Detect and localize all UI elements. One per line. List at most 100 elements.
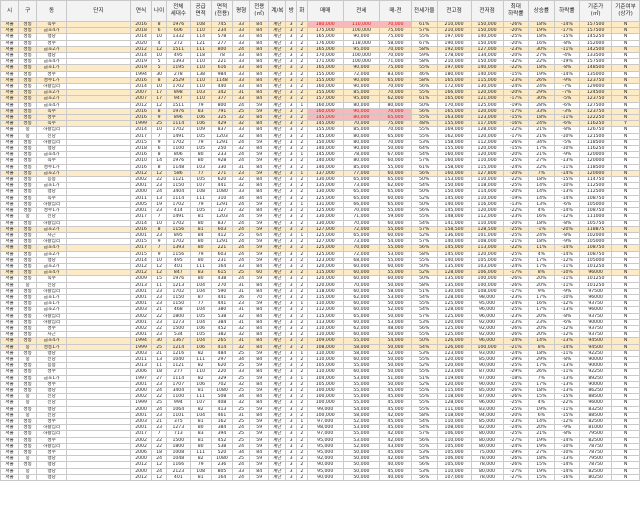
table-cell[interactable]: 45,000 bbox=[379, 448, 412, 457]
table-cell[interactable]: 90,000 bbox=[342, 33, 381, 41]
table-cell[interactable]: 계단 bbox=[268, 455, 287, 463]
table-cell[interactable]: 60 bbox=[249, 269, 270, 277]
table-cell[interactable]: 84 bbox=[249, 83, 270, 91]
table-cell[interactable]: 계단 bbox=[268, 405, 287, 413]
table-cell[interactable]: 108,000 bbox=[470, 238, 504, 246]
table-cell[interactable]: N bbox=[611, 58, 640, 66]
table-cell[interactable]: 84 bbox=[249, 281, 270, 289]
table-cell[interactable]: N bbox=[611, 238, 640, 246]
table-row[interactable]: 서울 성동 하왕십리 2014 10 1702 80 837 24 59 계단 3 2 130,000 70… bbox=[0, 219, 640, 227]
table-cell[interactable]: N bbox=[611, 225, 640, 233]
table-cell[interactable]: 125,000 bbox=[436, 324, 472, 333]
table-cell[interactable]: 59 bbox=[249, 430, 270, 438]
table-cell[interactable]: 계단 bbox=[268, 337, 287, 345]
table-cell[interactable]: 84 bbox=[249, 324, 270, 333]
table-cell[interactable]: 2016 bbox=[129, 20, 153, 29]
table-cell[interactable]: -24% bbox=[502, 442, 530, 451]
table-cell[interactable]: 59 bbox=[249, 157, 270, 165]
table-cell[interactable]: 계단 bbox=[268, 343, 287, 351]
table-cell[interactable]: 18% bbox=[528, 114, 555, 122]
table-cell[interactable]: 94500 bbox=[579, 337, 613, 345]
table-cell[interactable]: N bbox=[611, 281, 640, 289]
table-cell[interactable]: 155,000 bbox=[436, 145, 472, 153]
table-cell[interactable]: 18% bbox=[528, 349, 555, 357]
table-cell[interactable]: 성동 bbox=[18, 107, 38, 116]
table-cell[interactable]: 성동 bbox=[18, 70, 38, 78]
table-row[interactable]: 서울 성동 성수 2001 23 1707 106 702 32 84 계단 3 2 105,000 55,… bbox=[0, 380, 640, 389]
table-cell[interactable]: 135000 bbox=[579, 70, 613, 78]
column-header[interactable]: 매-전 bbox=[379, 0, 412, 22]
table-cell[interactable]: 95,000 bbox=[342, 45, 381, 54]
table-cell[interactable]: 24% bbox=[528, 83, 555, 91]
table-cell[interactable]: 6% bbox=[528, 411, 555, 420]
table-cell[interactable]: 55,000 bbox=[342, 386, 381, 395]
table-cell[interactable]: 1500 bbox=[166, 324, 191, 333]
table-cell[interactable]: 4% bbox=[528, 399, 555, 407]
table-cell[interactable]: 성동 bbox=[18, 231, 38, 240]
table-cell[interactable]: 1999 bbox=[129, 343, 153, 351]
table-cell[interactable]: -25% bbox=[502, 362, 530, 370]
table-cell[interactable]: 계단 bbox=[268, 269, 287, 277]
table-cell[interactable]: 19% bbox=[528, 442, 555, 451]
table-cell[interactable]: 414 bbox=[166, 207, 191, 215]
table-cell[interactable]: 70,000 bbox=[379, 107, 412, 116]
table-cell[interactable]: 24 bbox=[232, 473, 251, 482]
table-row[interactable]: 서울 성동 금호2가 2016 8 1156 81 603 24 59 계단 3 2 127,000 72,… bbox=[0, 225, 640, 233]
table-cell[interactable]: 163,000 bbox=[436, 114, 472, 122]
table-cell[interactable]: N bbox=[611, 417, 640, 426]
table-cell[interactable]: -26% bbox=[502, 138, 530, 147]
table-cell[interactable]: -26% bbox=[502, 331, 530, 339]
table-cell[interactable]: 148,000 bbox=[436, 213, 472, 221]
column-header[interactable]: 구 bbox=[18, 0, 38, 22]
table-cell[interactable]: 197,000 bbox=[436, 33, 472, 41]
table-cell[interactable]: 136,000 bbox=[436, 231, 472, 240]
table-cell[interactable]: 84 bbox=[249, 39, 270, 47]
table-cell[interactable]: 9% bbox=[528, 287, 555, 295]
table-cell[interactable]: 26% bbox=[528, 76, 555, 85]
table-cell[interactable]: 384 bbox=[210, 318, 234, 326]
table-cell[interactable]: 50,000 bbox=[379, 312, 412, 320]
table-cell[interactable]: 150,000 bbox=[470, 27, 504, 35]
table-cell[interactable]: 71,000 bbox=[342, 213, 381, 221]
table-cell[interactable]: 계단 bbox=[268, 64, 287, 72]
table-cell[interactable]: 59 bbox=[249, 225, 270, 233]
table-cell[interactable]: 65,000 bbox=[342, 231, 381, 240]
table-cell[interactable]: 412 bbox=[210, 231, 234, 240]
table-cell[interactable]: 1491 bbox=[166, 132, 191, 140]
table-cell[interactable]: 20% bbox=[528, 424, 555, 432]
table-cell[interactable]: 135,000 bbox=[436, 275, 472, 283]
table-cell[interactable]: 125,000 bbox=[470, 101, 504, 109]
column-header[interactable]: 매매 bbox=[306, 0, 344, 22]
table-cell[interactable]: 96000 bbox=[579, 293, 613, 302]
table-cell[interactable]: 270 bbox=[210, 281, 234, 289]
table-cell[interactable]: -27% bbox=[502, 473, 530, 482]
table-cell[interactable]: N bbox=[611, 312, 640, 320]
table-cell[interactable]: 110,000 bbox=[436, 467, 472, 475]
table-row[interactable]: 서울 성동 금호1가 2019 5 1195 110 616 33 84 계단 3 2 165,000 90… bbox=[0, 64, 640, 72]
table-cell[interactable]: 성동 bbox=[18, 27, 38, 35]
table-cell[interactable]: 265 bbox=[210, 337, 234, 345]
table-cell[interactable]: 59 bbox=[249, 244, 270, 252]
table-cell[interactable]: 120,000 bbox=[470, 89, 504, 97]
table-cell[interactable]: -20% bbox=[502, 51, 530, 60]
table-cell[interactable]: 150,000 bbox=[470, 58, 504, 66]
table-cell[interactable]: 계단 bbox=[268, 145, 287, 153]
table-cell[interactable]: 108750 bbox=[579, 207, 613, 215]
table-cell[interactable]: 1976 bbox=[166, 157, 191, 165]
table-cell[interactable]: 90,000 bbox=[470, 380, 504, 389]
table-cell[interactable]: 80250 bbox=[579, 473, 613, 482]
table-cell[interactable]: 59 bbox=[249, 169, 270, 178]
table-cell[interactable]: 계단 bbox=[268, 27, 287, 35]
table-cell[interactable]: 55,000 bbox=[342, 399, 381, 407]
table-cell[interactable]: 2012 bbox=[129, 101, 153, 109]
table-row[interactable]: 서울 중 신당 2017 7 1491 81 1203 24 59 계단 3 2 130,000 71,00… bbox=[0, 213, 640, 221]
table-cell[interactable]: 65,000 bbox=[379, 76, 412, 85]
table-cell[interactable]: 72,000 bbox=[342, 250, 381, 258]
table-cell[interactable]: 16% bbox=[528, 213, 555, 221]
table-cell[interactable]: 394 bbox=[210, 430, 234, 438]
table-cell[interactable]: 108,000 bbox=[436, 424, 472, 432]
table-cell[interactable]: -17% bbox=[502, 95, 530, 103]
table-cell[interactable]: 중 bbox=[18, 126, 38, 134]
table-cell[interactable]: 28% bbox=[528, 101, 555, 109]
table-cell[interactable]: N bbox=[611, 455, 640, 463]
